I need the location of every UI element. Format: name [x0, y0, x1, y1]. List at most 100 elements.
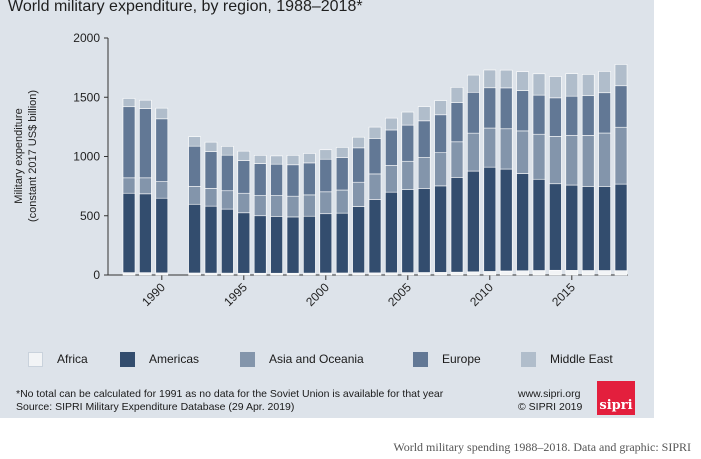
- bar-africa-1989: [139, 272, 152, 276]
- bar-asia-and-oceania-2003: [368, 173, 382, 200]
- bar-europe-2011: [499, 87, 513, 130]
- bar-middle-east-1992: [188, 136, 201, 147]
- bar-europe-2014: [549, 97, 562, 137]
- bar-europe-2002: [352, 147, 365, 183]
- bar-middle-east-1997: [270, 155, 283, 165]
- bar-europe-1990: [155, 118, 169, 182]
- bar-africa-2011: [499, 270, 513, 276]
- x-tick-label: 2010: [467, 280, 496, 309]
- legend-item-europe: Europe: [413, 349, 481, 369]
- bar-middle-east-2007: [434, 100, 447, 116]
- bar-asia-and-oceania-2006: [417, 157, 431, 189]
- bar-africa-1988: [122, 272, 136, 276]
- bar-middle-east-1995: [237, 150, 251, 161]
- bar-europe-2009: [467, 91, 480, 134]
- bar-americas-2007: [434, 185, 447, 273]
- bar-asia-and-oceania-2015: [565, 134, 579, 186]
- chart-footnote: *No total can be calculated for 1991 as …: [16, 388, 443, 414]
- bar-americas-1988: [122, 192, 136, 273]
- bar-africa-2006: [417, 272, 431, 276]
- legend-swatch-europe: [413, 351, 428, 367]
- bar-europe-1995: [237, 160, 251, 194]
- bar-africa-2017: [598, 270, 611, 276]
- bar-americas-2015: [565, 184, 579, 271]
- bar-americas-1994: [221, 208, 234, 274]
- bar-asia-and-oceania-2012: [516, 130, 529, 174]
- bar-americas-2008: [450, 177, 464, 273]
- bar-middle-east-2001: [335, 147, 349, 158]
- bar-americas-2001: [335, 212, 349, 274]
- bar-americas-2010: [483, 166, 497, 272]
- bar-americas-1992: [188, 203, 201, 274]
- bar-africa-1992: [188, 272, 201, 276]
- bar-americas-1990: [155, 197, 169, 274]
- bar-americas-2012: [516, 173, 529, 272]
- bar-middle-east-2014: [549, 76, 562, 99]
- bar-europe-1996: [253, 163, 267, 196]
- x-tick-label: 2000: [303, 280, 332, 309]
- x-tick-label: 2005: [385, 280, 414, 309]
- bar-middle-east-1990: [155, 107, 169, 120]
- bar-asia-and-oceania-1988: [122, 177, 136, 194]
- bar-middle-east-2008: [450, 86, 464, 104]
- bar-europe-1989: [139, 108, 152, 179]
- bar-africa-2001: [335, 272, 349, 276]
- bar-middle-east-2006: [417, 106, 431, 122]
- footnote-no-total: *No total can be calculated for 1991 as …: [16, 388, 444, 400]
- bar-middle-east-1998: [286, 155, 300, 166]
- bar-middle-east-1996: [253, 155, 267, 164]
- bar-europe-2007: [434, 114, 447, 154]
- legend-item-middle-east: Middle East: [521, 349, 613, 369]
- bar-africa-2004: [385, 272, 398, 276]
- bar-asia-and-oceania-1997: [270, 195, 283, 217]
- bar-middle-east-2015: [565, 73, 579, 97]
- bar-asia-and-oceania-2016: [581, 135, 595, 187]
- legend-label-africa: Africa: [57, 352, 88, 366]
- bar-middle-east-2004: [385, 117, 398, 131]
- bar-europe-1993: [204, 151, 218, 189]
- bar-europe-2005: [401, 124, 415, 162]
- sipri-logo: sipri: [597, 381, 635, 415]
- bar-africa-2003: [368, 272, 382, 276]
- bar-africa-2010: [483, 271, 497, 276]
- bar-europe-1998: [286, 164, 300, 197]
- bar-middle-east-2013: [532, 73, 546, 96]
- y-axis-title-line2: (constant 2017 US$ billion): [27, 90, 39, 222]
- credit-copyright: © SIPRI 2019: [518, 401, 583, 413]
- bar-americas-2017: [598, 186, 611, 271]
- bar-europe-2012: [516, 90, 529, 132]
- bar-middle-east-2012: [516, 71, 529, 91]
- bar-middle-east-1993: [204, 141, 218, 152]
- legend-label-americas: Americas: [149, 352, 200, 366]
- legend-swatch-asia-oceania: [240, 351, 255, 367]
- bar-europe-2001: [335, 157, 349, 191]
- bar-europe-1994: [221, 154, 234, 192]
- bar-middle-east-2002: [352, 136, 365, 149]
- bar-middle-east-1989: [139, 99, 152, 109]
- bar-middle-east-2018: [614, 64, 628, 87]
- credit-url: www.sipri.org: [518, 388, 581, 400]
- bar-africa-2013: [532, 270, 546, 276]
- bar-asia-and-oceania-2017: [598, 132, 611, 187]
- bar-asia-and-oceania-1995: [237, 192, 251, 214]
- legend-label-asia-oceania: Asia and Oceania: [269, 352, 364, 366]
- bar-asia-and-oceania-2000: [319, 191, 333, 215]
- bar-africa-1990: [155, 272, 169, 276]
- bar-asia-and-oceania-1992: [188, 186, 201, 205]
- x-tick-label: 1995: [221, 280, 250, 309]
- chart-plot: 0 500 1000 1500 2000 Military expenditure (con…: [13, 31, 628, 309]
- bar-middle-east-2011: [499, 69, 513, 89]
- bar-americas-2011: [499, 168, 513, 272]
- bar-americas-2003: [368, 199, 382, 274]
- bar-asia-and-oceania-1999: [303, 194, 316, 217]
- bar-europe-1997: [270, 163, 283, 196]
- bar-middle-east-2010: [483, 69, 497, 89]
- legend-swatch-middle-east: [521, 351, 536, 367]
- chart-title: World military expenditure, by region, 1…: [8, 0, 363, 15]
- bar-americas-2002: [352, 206, 365, 274]
- bar-europe-2004: [385, 129, 398, 166]
- bar-africa-2009: [467, 271, 480, 276]
- bar-europe-1988: [122, 106, 136, 179]
- bar-europe-2010: [483, 87, 497, 129]
- bar-americas-2004: [385, 191, 398, 274]
